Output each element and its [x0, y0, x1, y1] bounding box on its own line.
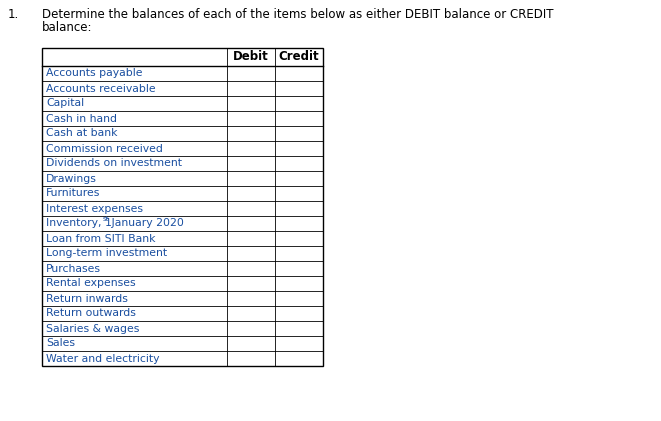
Text: Determine the balances of each of the items below as either DEBIT balance or CRE: Determine the balances of each of the it… — [42, 8, 553, 21]
Text: Rental expenses: Rental expenses — [46, 279, 136, 288]
Text: Loan from SITI Bank: Loan from SITI Bank — [46, 234, 155, 243]
Text: Water and electricity: Water and electricity — [46, 354, 159, 363]
Text: Capital: Capital — [46, 99, 84, 109]
Text: Long-term investment: Long-term investment — [46, 248, 167, 258]
Text: st: st — [102, 216, 108, 222]
Bar — [42, 48, 323, 366]
Text: Cash at bank: Cash at bank — [46, 128, 118, 139]
Text: Salaries & wages: Salaries & wages — [46, 323, 139, 333]
Text: Dividends on investment: Dividends on investment — [46, 158, 182, 168]
Text: Return outwards: Return outwards — [46, 309, 136, 319]
Text: Furnitures: Furnitures — [46, 189, 100, 198]
Text: balance:: balance: — [42, 21, 93, 34]
Text: 1.: 1. — [8, 8, 19, 21]
Text: Return inwards: Return inwards — [46, 293, 128, 304]
Text: January 2020: January 2020 — [108, 218, 184, 229]
Text: Commission received: Commission received — [46, 144, 163, 154]
Text: Inventory, 1: Inventory, 1 — [46, 218, 112, 229]
Text: Sales: Sales — [46, 338, 75, 349]
Text: Credit: Credit — [279, 51, 319, 64]
Text: Accounts payable: Accounts payable — [46, 69, 143, 78]
Text: Cash in hand: Cash in hand — [46, 114, 117, 123]
Text: Accounts receivable: Accounts receivable — [46, 83, 155, 93]
Text: Drawings: Drawings — [46, 173, 97, 184]
Text: Interest expenses: Interest expenses — [46, 203, 143, 213]
Text: Purchases: Purchases — [46, 264, 101, 274]
Text: Debit: Debit — [233, 51, 269, 64]
